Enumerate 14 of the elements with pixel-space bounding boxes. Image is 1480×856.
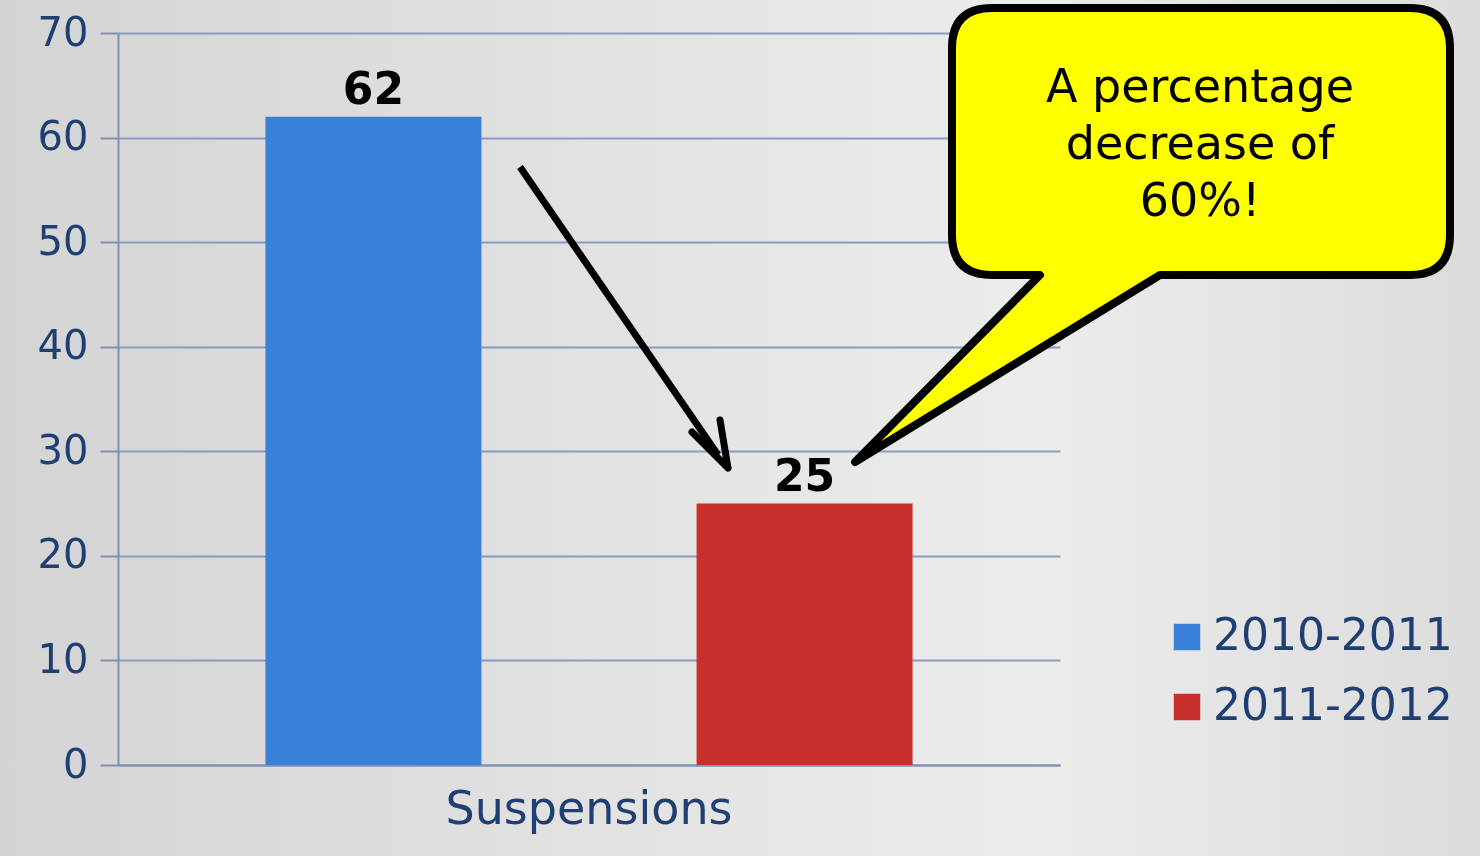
y-tick-label: 50 (37, 217, 89, 264)
y-tick-label: 10 (37, 635, 89, 682)
annotation: A percentage decrease of 60%! (1045, 58, 1355, 229)
x-tick-label: Suspensions (445, 780, 733, 835)
data-label: 62 (342, 62, 405, 114)
legend-label: 2011-2012 (1213, 679, 1453, 730)
y-tick-label: 40 (37, 322, 89, 369)
y-tick-label: 20 (37, 531, 89, 578)
y-tick-label: 70 (37, 8, 89, 55)
y-tick-label: 0 (63, 740, 89, 787)
y-tick-label: 60 (37, 113, 89, 160)
legend-label: 2010-2011 (1213, 609, 1453, 660)
data-label: 25 (773, 449, 836, 501)
y-tick-label: 30 (37, 426, 89, 473)
